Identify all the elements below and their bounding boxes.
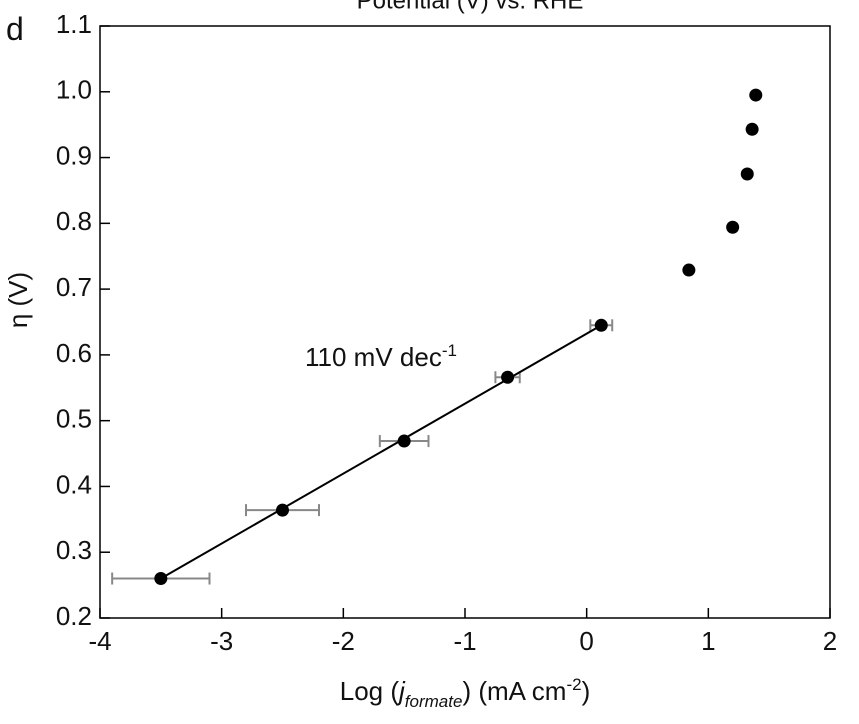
x-label-part: j <box>396 676 406 706</box>
x-tick-label: -4 <box>88 626 111 656</box>
y-tick-label: 0.4 <box>56 469 92 499</box>
x-tick-label: 2 <box>823 626 837 656</box>
data-point <box>726 220 740 234</box>
y-tick-label: 0.5 <box>56 404 92 434</box>
x-tick-label: -1 <box>453 626 476 656</box>
plot-frame <box>99 25 831 619</box>
top-axis-label: Potential (V) vs. RHE <box>357 0 584 14</box>
data-point <box>740 167 754 181</box>
annotation-part: 110 mV dec <box>305 342 442 372</box>
x-label-part: -2 <box>566 675 581 694</box>
x-axis-label: Log (jformate) (mA cm-2) <box>340 675 590 711</box>
y-tick-label: 1.0 <box>56 75 92 105</box>
x-label-part: formate <box>405 692 463 711</box>
x-tick-label: 0 <box>579 626 593 656</box>
y-tick-label: 0.2 <box>56 601 92 631</box>
data-point <box>682 263 696 277</box>
y-tick-label: 0.3 <box>56 535 92 565</box>
data-point <box>745 122 759 136</box>
x-label-part: Log ( <box>340 676 400 706</box>
fit-line <box>160 324 602 580</box>
annotation: 110 mV dec-1 <box>305 341 457 372</box>
x-tick-label: 1 <box>701 626 715 656</box>
x-label-part: ) <box>582 676 591 706</box>
y-tick-label: 0.6 <box>56 338 92 368</box>
annotation-part: -1 <box>442 341 457 360</box>
y-tick-label: 0.7 <box>56 272 92 302</box>
y-tick-label: 1.1 <box>56 9 92 39</box>
x-label-part: ) (mA cm <box>462 676 566 706</box>
y-axis-label: η (V) <box>3 272 33 328</box>
data-point <box>749 88 763 102</box>
panel-label: d <box>6 11 24 47</box>
x-tick-label: -3 <box>210 626 233 656</box>
x-tick-label: -2 <box>332 626 355 656</box>
y-tick-label: 0.8 <box>56 206 92 236</box>
y-tick-label: 0.9 <box>56 140 92 170</box>
